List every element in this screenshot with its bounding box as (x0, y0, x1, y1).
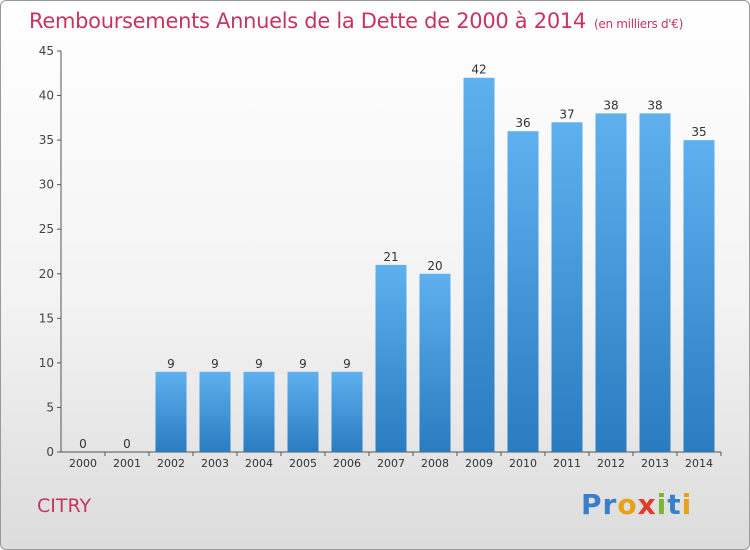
data-label-2011: 37 (559, 107, 574, 121)
bar-2007 (375, 264, 407, 452)
x-tick-label: 2001 (113, 457, 141, 470)
data-label-2004: 9 (255, 357, 263, 371)
data-label-2003: 9 (211, 357, 219, 371)
data-label-2008: 20 (427, 259, 442, 273)
y-tick-label: 40 (39, 89, 54, 103)
x-tick-label: 2012 (597, 457, 625, 470)
x-tick-label: 2004 (245, 457, 273, 470)
bar-2013 (639, 113, 671, 452)
x-tick-label: 2000 (69, 457, 97, 470)
bar-2014 (683, 140, 715, 452)
data-labels: 0 0 9 9 9 9 9 21 20 42 36 37 38 38 35 (79, 63, 706, 451)
x-tick-label: 2008 (421, 457, 449, 470)
data-label-2014: 35 (691, 125, 706, 139)
data-label-2006: 9 (343, 357, 351, 371)
x-tick-label: 2011 (553, 457, 581, 470)
x-tick-label: 2009 (465, 457, 493, 470)
y-tick-label: 25 (39, 222, 54, 236)
chart-title-text: Remboursements Annuels de la Dette de 20… (29, 9, 586, 33)
data-label-2001: 0 (123, 437, 131, 451)
bars (155, 77, 715, 453)
bar-2010 (507, 131, 539, 452)
data-label-2013: 38 (647, 98, 662, 112)
chart-title: Remboursements Annuels de la Dette de 20… (29, 9, 683, 33)
data-label-2002: 9 (167, 357, 175, 371)
data-label-2007: 21 (383, 250, 398, 264)
commune-name: CITRY (37, 495, 92, 517)
bar-2006 (331, 371, 363, 452)
x-tick-label: 2003 (201, 457, 229, 470)
bar-2005 (287, 371, 319, 452)
bar-2003 (199, 371, 231, 452)
y-tick-label: 15 (39, 311, 54, 325)
data-label-2009: 42 (471, 63, 486, 77)
bar-2009 (463, 77, 495, 452)
x-tick-label: 2007 (377, 457, 405, 470)
x-tick-label: 2005 (289, 457, 317, 470)
x-tick-label: 2002 (157, 457, 185, 470)
data-label-2012: 38 (603, 98, 618, 112)
x-tick-label: 2010 (509, 457, 537, 470)
x-tick-label: 2014 (685, 457, 713, 470)
data-label-2000: 0 (79, 437, 87, 451)
proxiti-logo-letter: r (602, 488, 618, 521)
bar-2012 (595, 113, 627, 452)
proxiti-logo-letter: P (581, 488, 603, 521)
bar-2011 (551, 122, 583, 453)
proxiti-logo-letter: t (667, 488, 682, 521)
x-tick-label: 2013 (641, 457, 669, 470)
x-tick-label: 2006 (333, 457, 361, 470)
y-tick-label: 45 (39, 44, 54, 58)
y-tick-label: 0 (46, 445, 54, 459)
y-tick-label: 5 (46, 400, 54, 414)
bar-2008 (419, 273, 451, 452)
proxiti-logo-letter: i (681, 488, 693, 521)
proxiti-logo-letter: x (637, 488, 657, 521)
y-tick-label: 30 (39, 178, 54, 192)
bar-2002 (155, 371, 187, 452)
chart-unit: (en milliers d'€) (594, 17, 684, 31)
y-tick-label: 20 (39, 267, 54, 281)
proxiti-logo: Proxiti (581, 488, 692, 521)
proxiti-logo-letter: i (656, 488, 668, 521)
y-tick-label: 10 (39, 356, 54, 370)
proxiti-logo-letter: o (617, 488, 638, 521)
bar-2004 (243, 371, 275, 452)
y-tick-label: 35 (39, 133, 54, 147)
data-label-2005: 9 (299, 357, 307, 371)
data-label-2010: 36 (515, 116, 530, 130)
